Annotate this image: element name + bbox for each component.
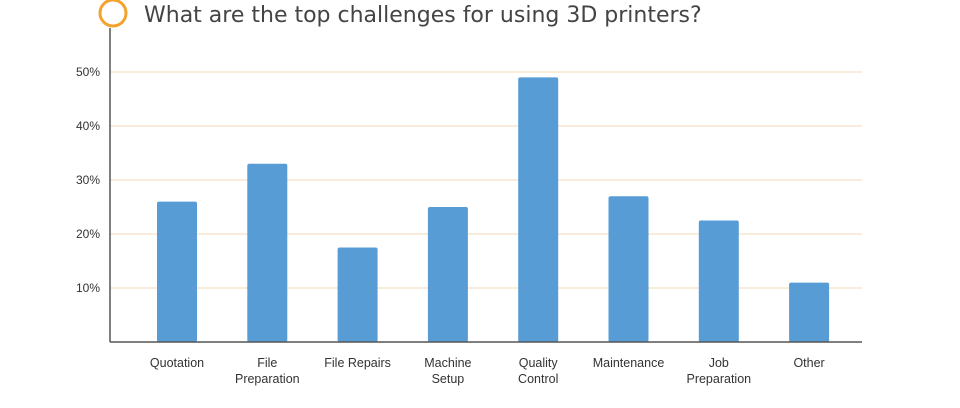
chart-title: What are the top challenges for using 3D…: [144, 3, 702, 28]
y-tick-label: 40%: [76, 119, 100, 133]
x-tick-label: File Repairs: [324, 356, 391, 370]
x-tick-label: Maintenance: [593, 356, 665, 370]
y-tick-label: 30%: [76, 173, 100, 187]
bar: [427, 207, 468, 342]
y-tick-label: 50%: [76, 65, 100, 79]
bar: [518, 77, 559, 343]
axes: [109, 28, 862, 343]
x-tick-label: Quotation: [150, 356, 204, 370]
bar: [698, 220, 739, 342]
x-axis-labels: Quotation File Preparation File Repairs Mach…: [150, 356, 825, 386]
x-tick-label: File Preparation: [235, 356, 300, 386]
chart-title-group: What are the top challenges for using 3D…: [98, 0, 702, 28]
bar: [247, 163, 288, 342]
bar: [337, 247, 378, 342]
x-tick-label: Quality Control: [518, 356, 558, 386]
y-tick-label: 10%: [76, 281, 100, 295]
y-axis-ticks: 10% 20% 30% 40% 50%: [76, 65, 100, 295]
title-marker-icon: [98, 0, 128, 28]
x-tick-label: Other: [793, 356, 824, 370]
bars: [157, 77, 830, 343]
bar: [608, 196, 649, 342]
gridlines: [110, 71, 862, 289]
bar: [789, 282, 830, 342]
x-tick-label: Machine Setup: [424, 356, 471, 386]
y-tick-label: 20%: [76, 227, 100, 241]
bar: [157, 201, 197, 342]
x-tick-label: Job Preparation: [686, 356, 751, 386]
